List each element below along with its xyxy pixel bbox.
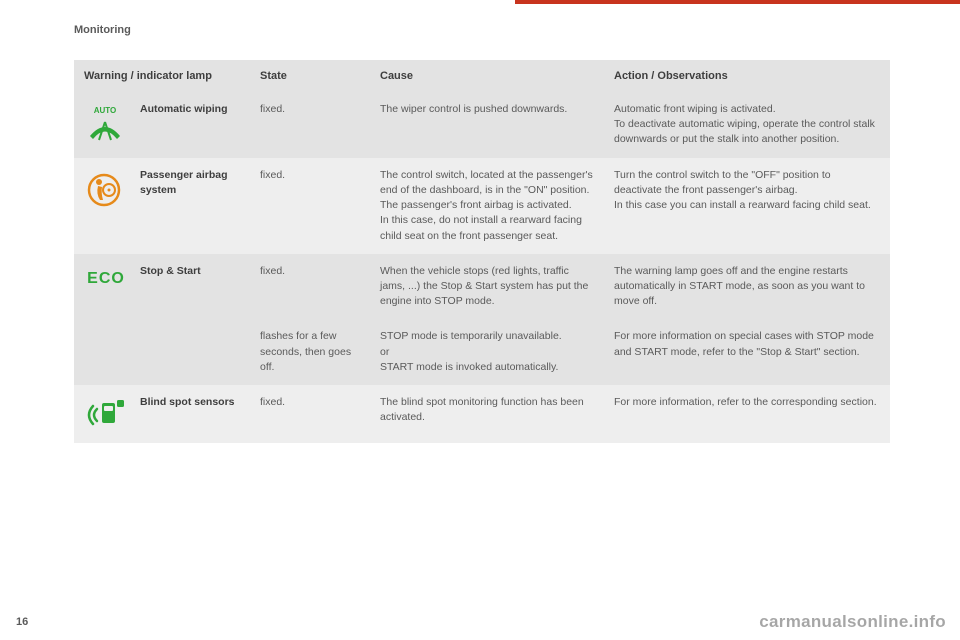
lamp-action: Automatic front wiping is activated.To d… <box>604 92 890 158</box>
lamp-name: Passenger airbag system <box>130 158 250 254</box>
section-heading: Monitoring <box>74 24 131 36</box>
table-header-row: Warning / indicator lamp State Cause Act… <box>74 60 890 92</box>
lamp-action: Turn the control switch to the "OFF" pos… <box>604 158 890 254</box>
lamp-state: fixed. <box>250 92 370 158</box>
table-row: Blind spot sensors fixed. The blind spot… <box>74 385 890 443</box>
lamp-state: flashes for a few seconds, then goes off… <box>250 319 370 385</box>
lamp-icon-airbag <box>74 158 130 254</box>
svg-text:ECO: ECO <box>87 270 125 287</box>
blind-spot-icon <box>84 397 126 433</box>
table-row: AUTO Automatic wiping fixed. The wiper c… <box>74 92 890 158</box>
lamp-icon-blind-spot <box>74 385 130 443</box>
warning-lamp-table: Warning / indicator lamp State Cause Act… <box>74 60 890 443</box>
lamp-cause: When the vehicle stops (red lights, traf… <box>370 254 604 320</box>
lamp-cause: The control switch, located at the passe… <box>370 158 604 254</box>
lamp-state: fixed. <box>250 385 370 443</box>
lamp-cause: STOP mode is temporarily unavailable.orS… <box>370 319 604 385</box>
table-row: ECO Stop & Start fixed. When the vehicle… <box>74 254 890 320</box>
airbag-icon <box>84 170 124 210</box>
lamp-cause: The blind spot monitoring function has b… <box>370 385 604 443</box>
svg-text:AUTO: AUTO <box>94 106 117 115</box>
col-lamp: Warning / indicator lamp <box>74 60 250 92</box>
lamp-name: Stop & Start <box>130 254 250 385</box>
col-state: State <box>250 60 370 92</box>
col-cause: Cause <box>370 60 604 92</box>
page-number: 16 <box>16 616 28 628</box>
lamp-icon-auto-wipe: AUTO <box>74 92 130 158</box>
table-row: Passenger airbag system fixed. The contr… <box>74 158 890 254</box>
lamp-state: fixed. <box>250 158 370 254</box>
lamp-cause: The wiper control is pushed downwards. <box>370 92 604 158</box>
auto-wipe-icon: AUTO <box>84 104 126 144</box>
manual-page: Monitoring 16 carmanualsonline.info Warn… <box>0 0 960 640</box>
top-accent-bar <box>515 0 960 4</box>
col-action: Action / Observations <box>604 60 890 92</box>
lamp-action: The warning lamp goes off and the engine… <box>604 254 890 320</box>
eco-icon: ECO <box>84 266 128 288</box>
warning-lamp-table-wrap: Warning / indicator lamp State Cause Act… <box>74 60 890 443</box>
lamp-action: For more information on special cases wi… <box>604 319 890 385</box>
lamp-state: fixed. <box>250 254 370 320</box>
lamp-icon-eco: ECO <box>74 254 130 385</box>
lamp-name: Blind spot sensors <box>130 385 250 443</box>
watermark: carmanualsonline.info <box>759 612 946 632</box>
lamp-action: For more information, refer to the corre… <box>604 385 890 443</box>
lamp-name: Automatic wiping <box>130 92 250 158</box>
